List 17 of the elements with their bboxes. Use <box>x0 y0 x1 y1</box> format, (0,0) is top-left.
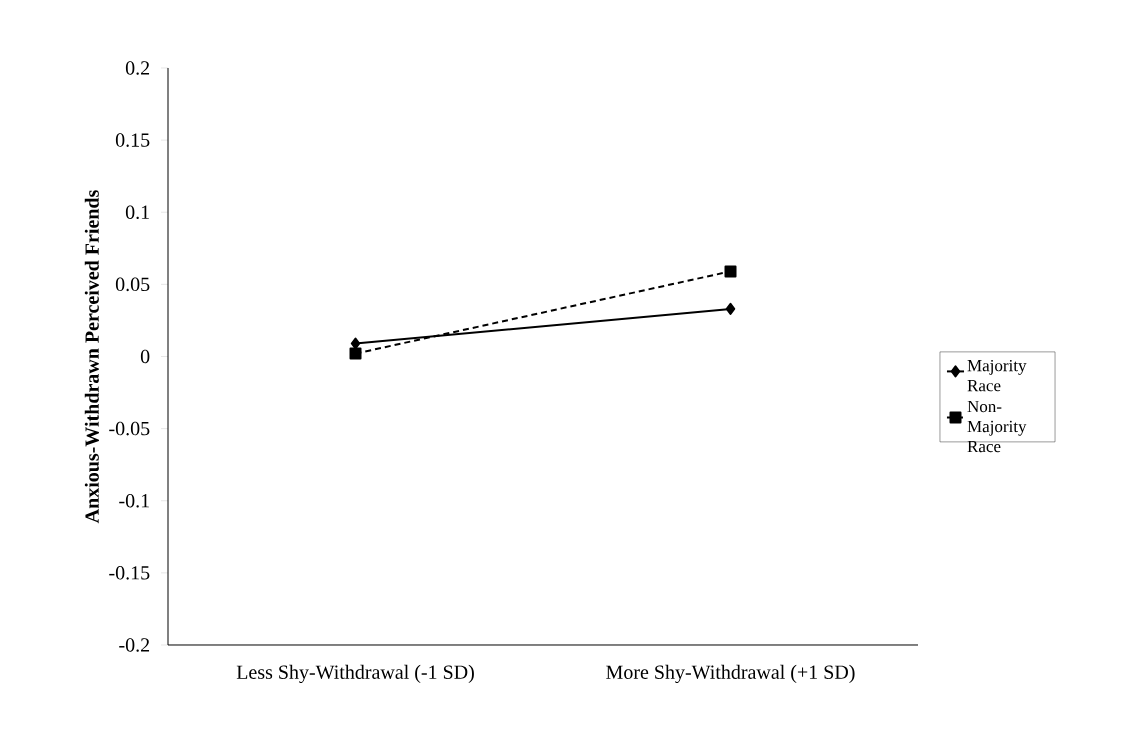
x-tick-label: Less Shy-Withdrawal (-1 SD) <box>236 664 474 684</box>
y-tick-label: -0.1 <box>119 493 149 508</box>
y-tick-label: 0.1 <box>125 205 149 220</box>
y-tick-label: 0 <box>140 349 150 364</box>
y-tick-label: -0.05 <box>109 421 150 436</box>
y-tick-label: 0.05 <box>115 277 150 292</box>
y-tick-label: -0.2 <box>119 638 150 652</box>
point <box>349 347 362 360</box>
legend-label: Majority Race <box>967 359 1027 392</box>
y-axis-title: Anxious-Withdrawn Perceived Friends <box>84 190 99 524</box>
y-tick-label: -0.15 <box>109 566 150 580</box>
x-tick-label: More Shy-Withdrawal (+1 SD) <box>606 664 855 684</box>
point <box>725 302 736 315</box>
y-tick-label: 0.2 <box>125 61 150 75</box>
point <box>724 265 737 278</box>
y-tick-label: 0.15 <box>115 133 150 147</box>
legend-label: Non-Majority Race <box>967 400 1027 453</box>
